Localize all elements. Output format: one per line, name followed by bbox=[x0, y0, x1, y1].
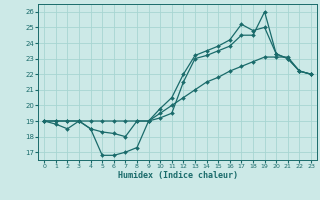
X-axis label: Humidex (Indice chaleur): Humidex (Indice chaleur) bbox=[118, 171, 238, 180]
